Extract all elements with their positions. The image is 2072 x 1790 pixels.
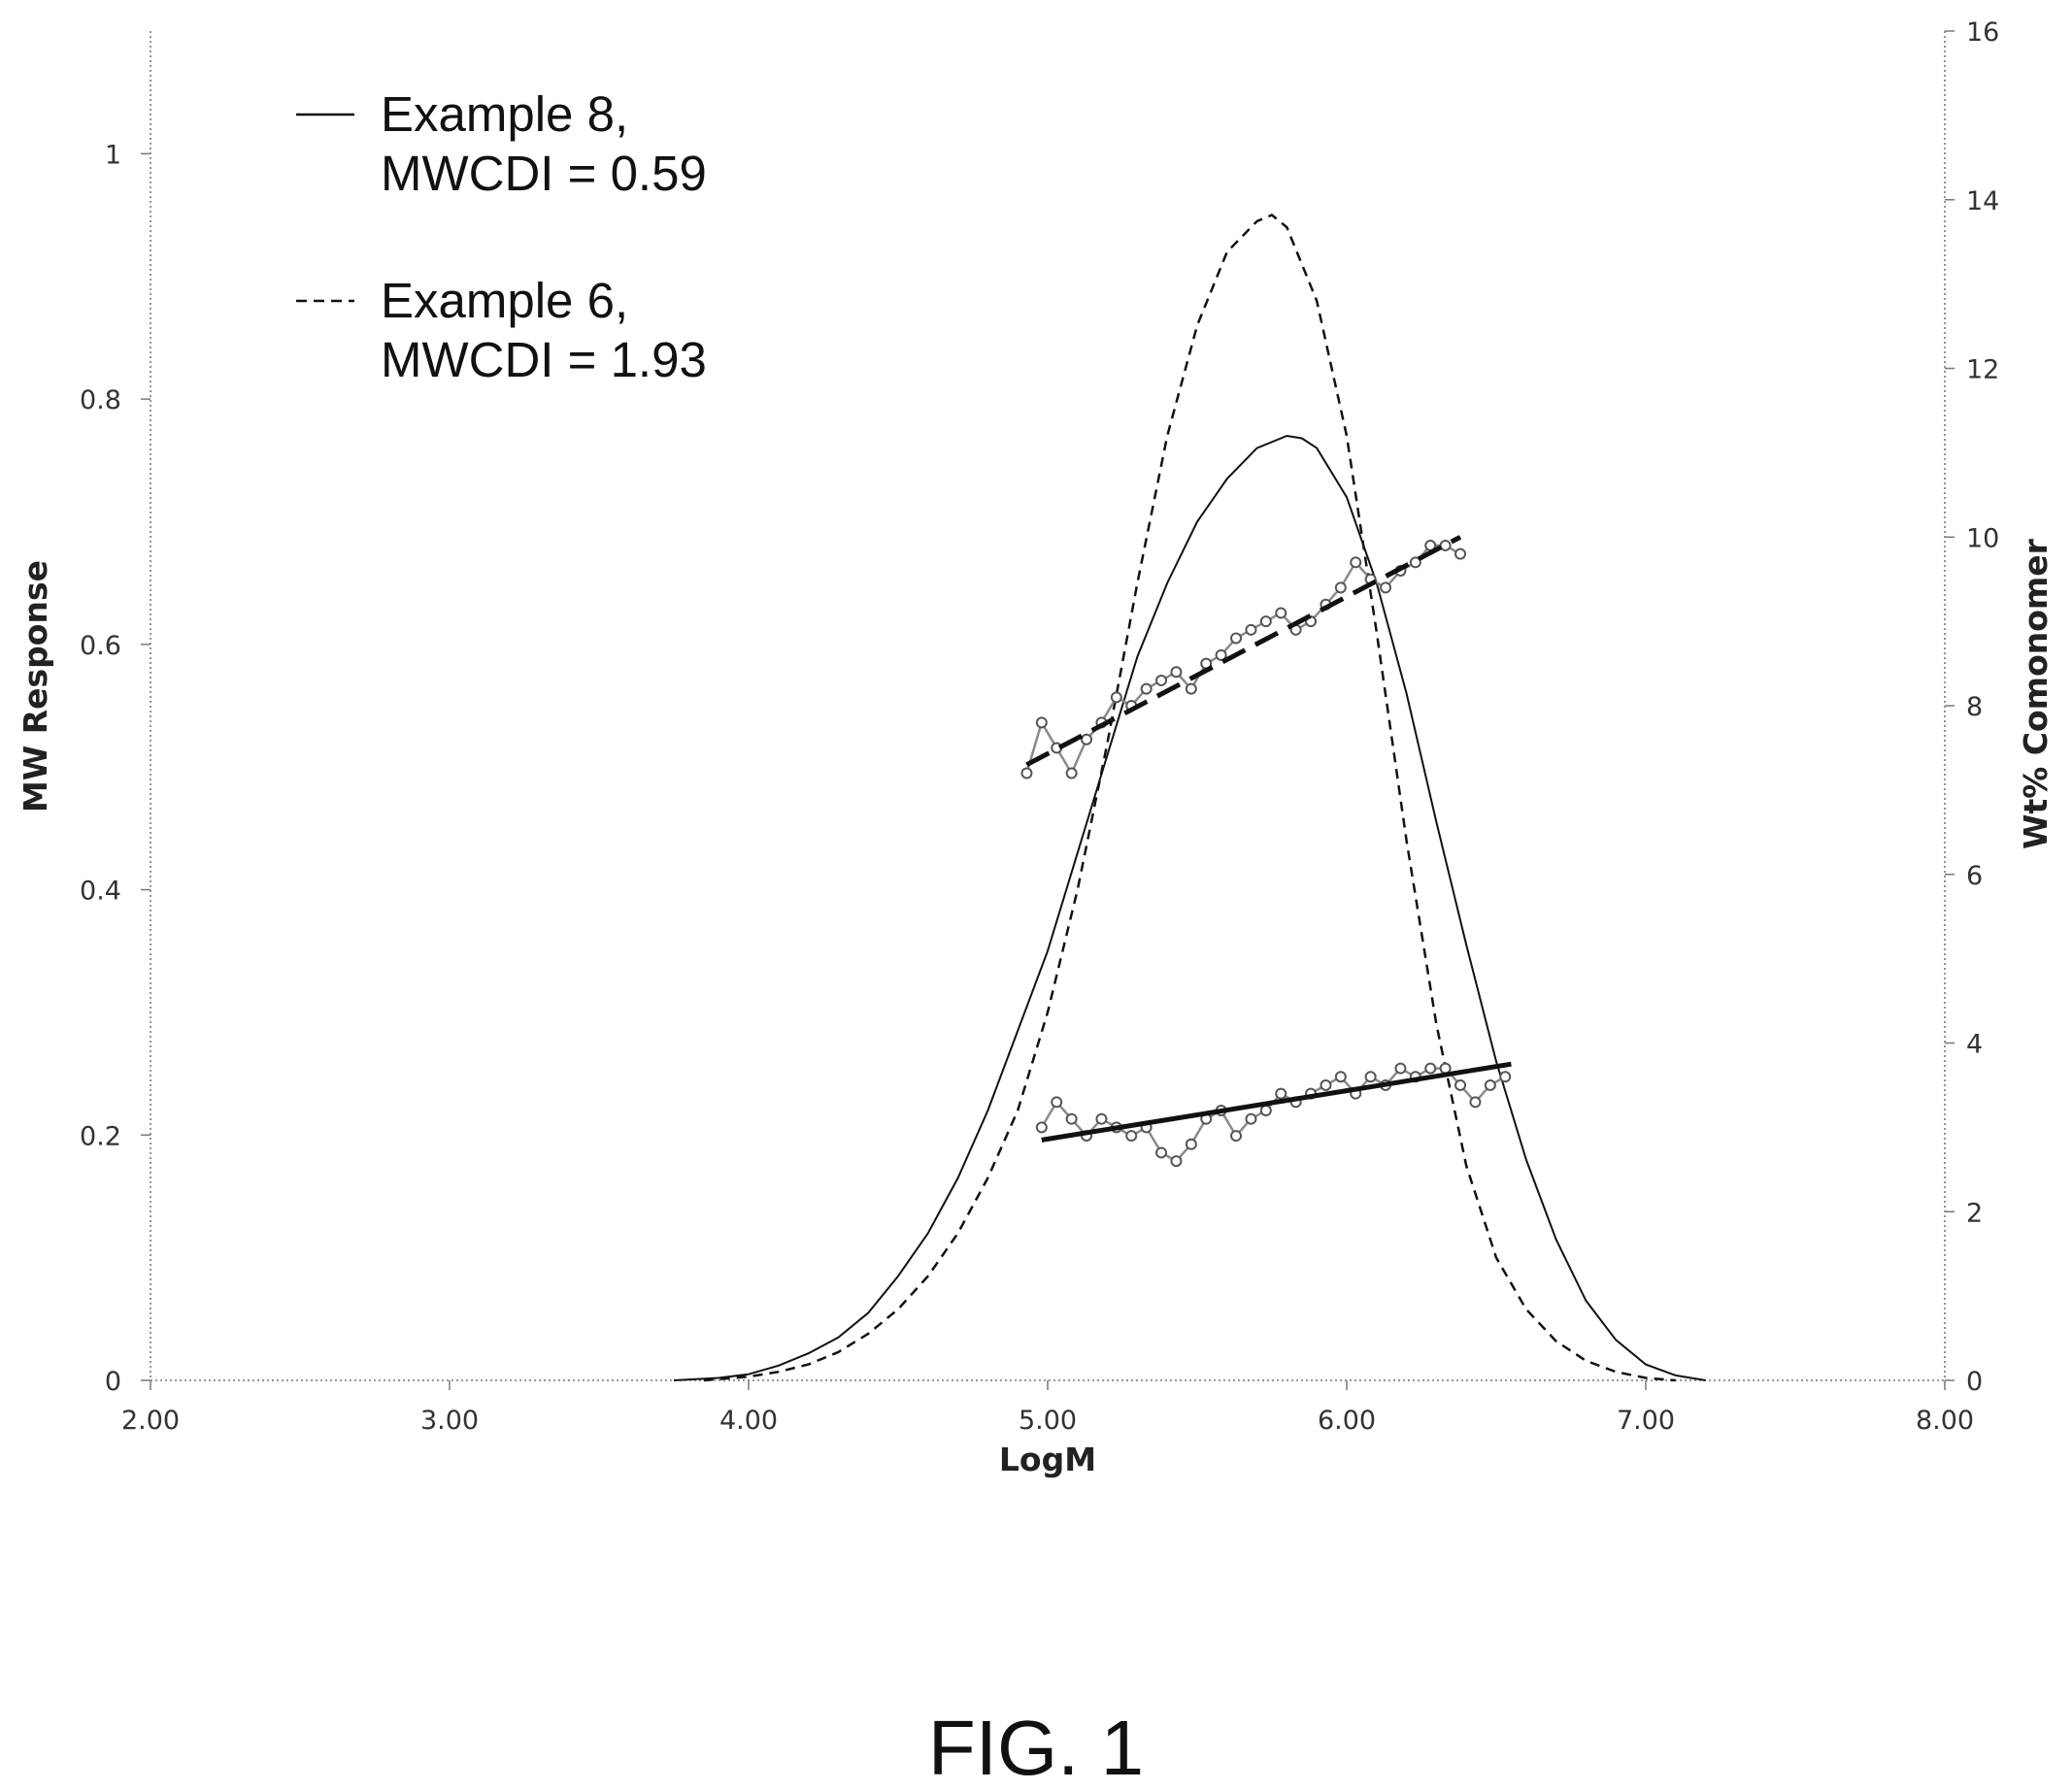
series-4-point	[1095, 1112, 1108, 1125]
series-4-point	[1230, 1130, 1243, 1143]
series-2-point	[1110, 691, 1122, 704]
legend-line1-2: Example 6,	[381, 273, 628, 328]
y2-tick-label: 4	[1966, 1030, 1983, 1060]
series-2-point	[1155, 674, 1168, 686]
series-4-point	[1170, 1155, 1183, 1168]
y2-tick-label: 16	[1966, 17, 1999, 48]
x-tick-label: 7.00	[1617, 1406, 1675, 1436]
series-4-trace	[1040, 1067, 1506, 1163]
x-tick-label: 8.00	[1916, 1406, 1974, 1436]
series-2-point	[1245, 623, 1257, 636]
series-2-point	[1350, 556, 1362, 569]
y2-tick-label: 14	[1966, 186, 1999, 216]
series-4-point	[1334, 1071, 1347, 1083]
series-4-point	[1245, 1112, 1257, 1125]
series-2-point	[1081, 733, 1093, 746]
x-tick-label: 6.00	[1318, 1406, 1376, 1436]
chart-legend: Example 8,MWCDI = 0.59 Example 6,MWCDI = …	[296, 86, 707, 387]
series-4-point	[1125, 1130, 1138, 1143]
y2-tick-label: 12	[1966, 355, 1999, 385]
series-4-point	[1035, 1121, 1048, 1134]
chart-plot-area	[673, 214, 1706, 1382]
series-3-line	[1025, 535, 1462, 768]
legend-line2-1: MWCDI = 0.59	[381, 146, 707, 201]
series-4-point	[1364, 1071, 1377, 1083]
y2-tick-label: 6	[1966, 861, 1983, 891]
series-2-point	[1380, 581, 1392, 594]
series-4-point	[1394, 1062, 1407, 1075]
series-2-point	[1035, 716, 1048, 729]
series-2-point	[1020, 767, 1033, 779]
legend-line2-2: MWCDI = 1.93	[381, 332, 707, 387]
y2-tick-label: 8	[1966, 692, 1983, 722]
x-tick-label: 3.00	[420, 1406, 479, 1436]
x-axis-title: LogM	[999, 1441, 1096, 1478]
series-2-point	[1275, 607, 1287, 619]
series-5-line	[1041, 1061, 1512, 1143]
x-tick-label: 5.00	[1019, 1406, 1077, 1436]
series-2-point	[1185, 682, 1197, 695]
series-4-point	[1424, 1062, 1437, 1075]
series-4-point	[1484, 1078, 1496, 1091]
series-2-point	[1230, 632, 1243, 645]
series-4-point	[1051, 1096, 1063, 1109]
chart-labels: 2.00 3.00 4.00 5.00 6.00 7.00 8.00 0 0.2 0.4 0.6 0.…	[17, 17, 2055, 1790]
y-tick-label: 0.8	[80, 385, 121, 415]
series-4-point	[1469, 1096, 1482, 1109]
y-axis-title: MW Response	[17, 560, 54, 812]
series-4-point	[1259, 1105, 1272, 1116]
y-tick-label: 1	[105, 140, 121, 170]
x-tick-label: 2.00	[121, 1406, 180, 1436]
legend-line1-1: Example 8,	[381, 86, 628, 142]
y2-tick-label: 0	[1966, 1367, 1983, 1397]
series-2-point	[1439, 539, 1452, 551]
y-tick-label: 0.6	[80, 631, 121, 661]
series-4-point	[1454, 1078, 1467, 1091]
series-4-point	[1320, 1078, 1332, 1091]
series-0-line	[673, 434, 1706, 1381]
y2-tick-label: 10	[1966, 523, 1999, 553]
series-2-point	[1259, 615, 1272, 628]
series-2-point	[1215, 648, 1227, 661]
series-4-point	[1499, 1071, 1512, 1083]
series-2-point	[1334, 581, 1347, 594]
series-4-point	[1185, 1138, 1197, 1150]
y-tick-label: 0	[105, 1367, 121, 1397]
series-4-point	[1155, 1146, 1168, 1159]
figure-label: FIG. 1	[928, 1705, 1144, 1790]
series-1-line	[703, 214, 1676, 1382]
series-4-point	[1065, 1112, 1078, 1125]
series-2-point	[1170, 666, 1183, 679]
chart-axes	[141, 30, 1955, 1390]
x-tick-label: 4.00	[719, 1406, 778, 1436]
y-tick-label: 0.4	[80, 877, 121, 907]
y2-axis-title: Wt% Comonomer	[2017, 538, 2055, 849]
y2-tick-label: 2	[1966, 1198, 1983, 1228]
y-tick-label: 0.2	[80, 1121, 121, 1151]
series-4-point	[1275, 1087, 1287, 1100]
series-2-point	[1065, 767, 1078, 779]
series-2-point	[1409, 556, 1421, 569]
series-2-point	[1454, 547, 1467, 560]
series-2-point	[1140, 682, 1153, 695]
